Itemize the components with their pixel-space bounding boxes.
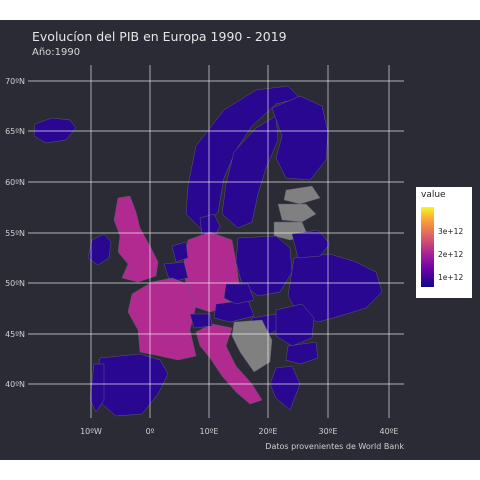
latitude-tick-label: 45ºN: [5, 330, 25, 339]
region-united-kingdom: [113, 195, 159, 283]
country-regions: [33, 85, 383, 417]
region-netherlands: [171, 241, 189, 263]
chart-title: Evolucíon del PIB en Europa 1990 - 2019: [32, 29, 287, 44]
longitude-labels: 10ºW 0º 10ºE 20ºE 30ºE 40ºE: [80, 427, 398, 436]
latitude-tick-label: 60ºN: [5, 178, 25, 187]
latitude-labels: 40ºN 45ºN 50ºN 55ºN 60ºN 65ºN 70ºN: [5, 77, 25, 389]
legend-colorbar: [421, 207, 434, 287]
graticule: [28, 65, 404, 418]
region-ireland: [87, 233, 112, 266]
region-france: [127, 277, 197, 361]
longitude-tick-label: 20ºE: [258, 427, 277, 436]
latitude-tick-label: 65ºN: [5, 127, 25, 136]
chart-caption: Datos provenientes de World Bank: [265, 442, 404, 451]
region-poland: [235, 235, 293, 297]
longitude-tick-label: 0º: [146, 427, 155, 436]
region-czechia: [223, 283, 255, 305]
region-sweden: [221, 115, 279, 229]
region-bulgaria: [285, 341, 319, 365]
latitude-tick-label: 40ºN: [5, 380, 25, 389]
legend-tick: 1e+12: [438, 273, 464, 282]
region-finland: [271, 95, 329, 181]
legend-title: value: [421, 190, 446, 200]
legend: value 3e+12 2e+12 1e+12: [416, 187, 472, 298]
latitude-tick-label: 55ºN: [5, 229, 25, 238]
region-spain: [95, 353, 169, 417]
region-portugal: [89, 363, 105, 413]
region-iceland: [33, 117, 77, 144]
latitude-tick-label: 70ºN: [5, 77, 25, 86]
region-estonia: [283, 185, 321, 205]
region-latvia: [277, 203, 317, 223]
chart-subtitle: Año:1990: [32, 47, 81, 58]
region-switzerland: [189, 313, 213, 329]
longitude-tick-label: 40ºE: [379, 427, 398, 436]
region-belarus: [291, 229, 331, 259]
longitude-tick-label: 10ºW: [80, 427, 102, 436]
legend-tick: 2e+12: [438, 250, 464, 259]
region-belgium: [163, 261, 189, 283]
region-greece: [269, 365, 301, 411]
legend-tick: 3e+12: [438, 227, 464, 236]
region-austria: [213, 299, 255, 323]
latitude-tick-label: 50ºN: [5, 279, 25, 288]
longitude-tick-label: 10ºE: [199, 427, 218, 436]
region-romania: [275, 303, 315, 347]
region-balkans: [231, 319, 273, 373]
longitude-tick-label: 30ºE: [318, 427, 337, 436]
region-norway: [185, 85, 301, 231]
